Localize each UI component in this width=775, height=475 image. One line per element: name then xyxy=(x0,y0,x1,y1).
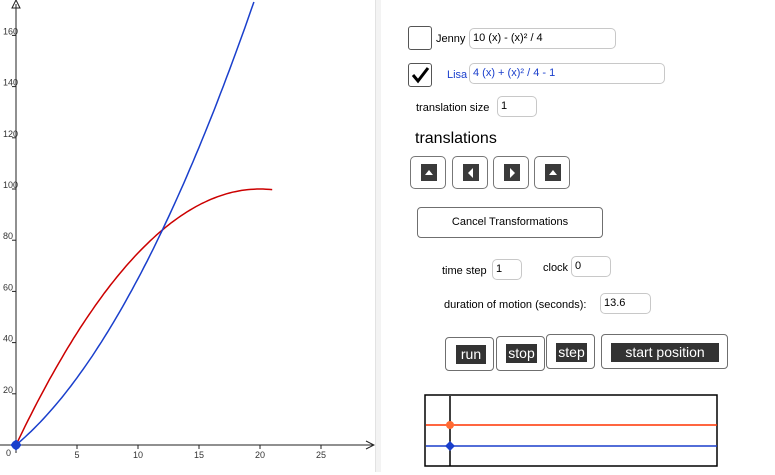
track-frame xyxy=(424,394,718,467)
origin-label: 0 xyxy=(6,448,11,458)
x-tick-label: 25 xyxy=(316,450,326,460)
x-tick-label: 20 xyxy=(255,450,265,460)
x-tick-label: 10 xyxy=(133,450,143,460)
duration-label: duration of motion (seconds): xyxy=(444,299,587,311)
checkmark-icon xyxy=(411,67,430,84)
step-label: step xyxy=(556,343,587,362)
translation-size-input[interactable]: 1 xyxy=(497,96,537,117)
x-tick-label: 5 xyxy=(74,450,79,460)
jenny-expression-input[interactable]: 10 (x) - (x)² / 4 xyxy=(469,28,616,49)
lisa-checkbox[interactable] xyxy=(408,63,432,87)
y-tick-label: 80 xyxy=(3,231,13,241)
stop-label: stop xyxy=(506,344,537,363)
start-position-label: start position xyxy=(611,343,719,362)
clock-input[interactable]: 0 xyxy=(571,256,611,277)
clock-label: clock xyxy=(543,262,569,274)
translate-left-button[interactable] xyxy=(452,156,488,189)
y-tick-label: 160 xyxy=(3,26,18,36)
position-track[interactable] xyxy=(424,394,719,468)
y-tick-label: 100 xyxy=(3,180,18,190)
translate-up-button-2[interactable] xyxy=(534,156,570,189)
y-tick-label: 120 xyxy=(3,129,18,139)
step-button[interactable]: step xyxy=(546,334,595,369)
lisa-expression-input[interactable]: 4 (x) + (x)² / 4 - 1 xyxy=(469,63,665,84)
stop-button[interactable]: stop xyxy=(496,336,545,371)
y-tick-label: 60 xyxy=(3,282,13,292)
jenny-curve xyxy=(15,188,273,446)
translate-right-button[interactable] xyxy=(493,156,529,189)
x-axis-arrow xyxy=(365,440,376,450)
function-plot[interactable]: 5 10 15 20 25 20 40 60 80 100 120 140 160 0 xyxy=(0,0,376,472)
y-axis-arrow xyxy=(11,0,21,9)
time-step-input[interactable]: 1 xyxy=(492,259,522,280)
start-position-button[interactable]: start position xyxy=(601,334,728,369)
graph-view[interactable]: 5 10 15 20 25 20 40 60 80 100 120 140 160 0 xyxy=(0,0,376,472)
cancel-transformations-label: Cancel Transformations xyxy=(451,216,569,228)
translate-up-button[interactable] xyxy=(410,156,446,189)
duration-input[interactable]: 13.6 xyxy=(600,293,651,314)
lisa-curve xyxy=(15,1,255,446)
run-label: run xyxy=(456,345,486,364)
panel-divider[interactable] xyxy=(375,0,381,472)
x-tick-label: 15 xyxy=(194,450,204,460)
translations-heading: translations xyxy=(415,130,497,147)
run-button[interactable]: run xyxy=(445,337,494,371)
y-tick-label: 140 xyxy=(3,78,18,88)
translation-size-label: translation size xyxy=(416,102,490,114)
cancel-transformations-button[interactable]: Cancel Transformations xyxy=(417,207,603,238)
y-tick-label: 20 xyxy=(3,385,13,395)
y-tick-label: 40 xyxy=(3,334,13,344)
jenny-checkbox[interactable] xyxy=(408,26,432,50)
jenny-label: Jenny xyxy=(436,33,466,45)
lisa-label: Lisa xyxy=(447,69,468,81)
jenny-track-point[interactable] xyxy=(446,421,454,429)
time-step-label: time step xyxy=(442,265,487,277)
